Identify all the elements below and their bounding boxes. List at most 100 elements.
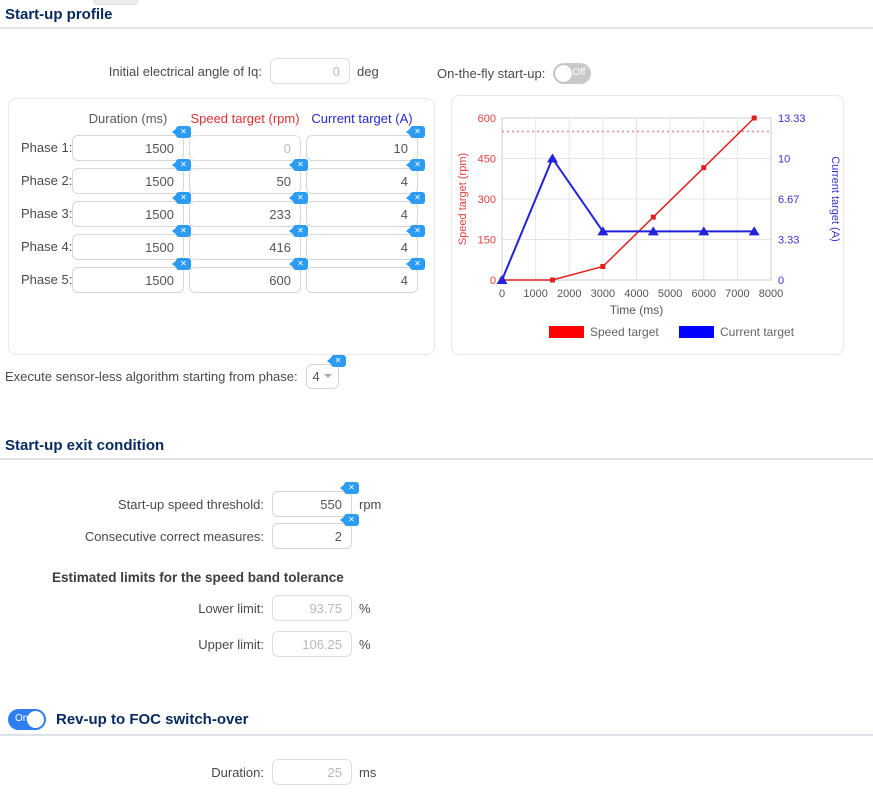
chevron-down-icon <box>323 374 332 378</box>
current-cell: ✕ <box>306 159 425 194</box>
x-axis-tick: 8000 <box>759 288 783 300</box>
phase-2-duration-input[interactable] <box>72 168 184 194</box>
upper-limit-label: Upper limit: <box>198 636 264 652</box>
duration-cell: ✕ <box>72 159 191 194</box>
clear-icon[interactable]: ✕ <box>326 354 346 367</box>
phase-3-current-input[interactable] <box>306 201 418 227</box>
revup-toggle[interactable]: On <box>8 708 46 730</box>
right-axis-tick: 10 <box>778 153 790 165</box>
clear-icon[interactable]: ✕ <box>172 159 191 171</box>
clear-icon[interactable]: ✕ <box>340 514 359 526</box>
clear-icon[interactable]: ✕ <box>289 258 308 270</box>
clear-icon[interactable]: ✕ <box>340 482 359 494</box>
current-cell: ✕ <box>306 192 425 227</box>
section-title-revup: Rev-up to FOC switch-over <box>56 710 249 728</box>
toggle-state-label: Off <box>572 67 586 78</box>
clear-icon[interactable]: ✕ <box>172 126 191 138</box>
phase-3-duration-input[interactable] <box>72 201 184 227</box>
speed-threshold-input[interactable] <box>272 491 352 517</box>
phase-4-duration-input[interactable] <box>72 234 184 260</box>
clear-icon[interactable]: ✕ <box>406 159 425 171</box>
consecutive-measures-input[interactable] <box>272 523 352 549</box>
x-axis-tick: 2000 <box>557 288 581 300</box>
table-row: Phase 5: ✕ ✕ ✕ <box>17 258 428 293</box>
consecutive-measures-label: Consecutive correct measures: <box>84 528 264 544</box>
current-cell: ✕ <box>306 258 425 293</box>
initial-angle-row: Initial electrical angle of Iq: deg <box>0 58 379 84</box>
column-header-speed: Speed target (rpm) <box>190 111 300 126</box>
lower-limit-label: Lower limit: <box>198 600 264 616</box>
section-divider <box>0 734 873 736</box>
duration-cell: ✕ <box>72 258 191 293</box>
clear-icon[interactable]: ✕ <box>172 225 191 237</box>
clear-icon[interactable]: ✕ <box>172 258 191 270</box>
x-axis-tick: 0 <box>499 288 505 300</box>
phase-label: Phase 1: <box>21 140 73 155</box>
upper-limit-row: Upper limit: % <box>0 631 371 657</box>
x-axis-tick: 5000 <box>658 288 682 300</box>
upper-limit-input[interactable] <box>272 631 352 657</box>
current-target-line <box>501 156 755 281</box>
clear-icon[interactable]: ✕ <box>406 192 425 204</box>
clear-icon[interactable]: ✕ <box>406 258 425 270</box>
x-axis-title: Time (ms) <box>610 303 664 317</box>
data-point-marker <box>647 226 659 236</box>
phase-5-duration-input[interactable] <box>72 267 184 293</box>
revup-section-header: On Rev-up to FOC switch-over <box>8 706 249 732</box>
clear-icon[interactable]: ✕ <box>406 126 425 138</box>
phase-3-speed-input[interactable] <box>189 201 301 227</box>
clear-icon[interactable]: ✕ <box>406 225 425 237</box>
phase-2-current-input[interactable] <box>306 168 418 194</box>
left-axis-tick: 300 <box>478 194 496 206</box>
phase-1-duration-input[interactable] <box>72 135 184 161</box>
data-point-marker <box>546 153 558 163</box>
section-title-startup-profile: Start-up profile <box>5 6 113 23</box>
lower-limit-row: Lower limit: % <box>0 595 371 621</box>
phase-5-current-input[interactable] <box>306 267 418 293</box>
phase-1-speed-input[interactable] <box>189 135 301 161</box>
phase-1-current-input[interactable] <box>306 135 418 161</box>
on-the-fly-label: On-the-fly start-up: <box>437 65 546 81</box>
left-axis-tick: 450 <box>478 154 496 166</box>
table-row: Phase 4: ✕ ✕ ✕ <box>17 225 428 260</box>
clear-icon[interactable]: ✕ <box>289 192 308 204</box>
phase-4-current-input[interactable] <box>306 234 418 260</box>
column-header-current: Current target (A) <box>311 111 413 126</box>
phase-5-speed-input[interactable] <box>189 267 301 293</box>
toggle-knob <box>27 710 44 728</box>
current-cell: ✕ <box>306 126 425 161</box>
sensorless-phase-label: Execute sensor-less algorithm starting f… <box>5 368 298 384</box>
lower-limit-input[interactable] <box>272 595 352 621</box>
right-axis-tick: 13.33 <box>778 113 806 125</box>
revup-duration-unit: ms <box>359 764 377 780</box>
phase-2-speed-input[interactable] <box>189 168 301 194</box>
clear-icon[interactable]: ✕ <box>172 192 191 204</box>
left-axis-tick: 0 <box>490 275 496 287</box>
clear-icon[interactable]: ✕ <box>289 225 308 237</box>
current-cell: ✕ <box>306 225 425 260</box>
toggle-state-label: On <box>15 713 29 724</box>
left-axis-tick: 600 <box>478 113 496 125</box>
clear-icon[interactable]: ✕ <box>289 159 308 171</box>
startup-chart-card: 0 150 300 450 600 0 3.33 6.67 10 13.33 0 1000 2000 30… <box>451 95 844 355</box>
phase-label: Phase 5: <box>21 272 73 287</box>
initial-angle-input[interactable] <box>270 58 350 84</box>
left-axis-tick: 150 <box>478 235 496 247</box>
phase-4-speed-input[interactable] <box>189 234 301 260</box>
data-point-marker <box>650 214 656 220</box>
speed-threshold-unit: rpm <box>359 496 382 512</box>
legend-swatch <box>679 326 714 338</box>
phase-label: Phase 3: <box>21 206 73 221</box>
on-the-fly-toggle[interactable]: Off <box>553 62 592 84</box>
sensorless-phase-select[interactable]: 4 <box>305 363 339 389</box>
right-axis-tick: 6.67 <box>778 194 799 206</box>
right-axis-tick: 0 <box>778 275 784 287</box>
section-divider <box>0 27 873 29</box>
data-point-marker <box>600 264 606 269</box>
data-point-marker <box>597 226 609 236</box>
revup-duration-input[interactable] <box>272 759 352 785</box>
legend-swatch <box>549 326 584 338</box>
lower-limit-unit: % <box>359 600 371 616</box>
speed-cell: ✕ <box>189 192 308 227</box>
